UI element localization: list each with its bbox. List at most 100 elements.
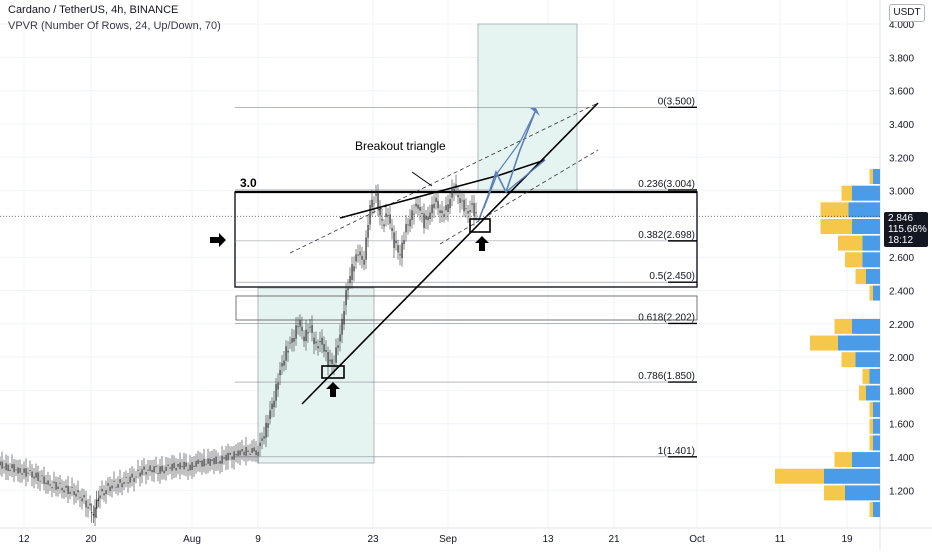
volume-profile-bar-up [873,502,880,518]
candle-body [449,199,451,209]
candle-body [249,453,251,455]
candle-body [51,487,53,489]
projection-path-segment [505,159,546,193]
candle-body [201,460,203,467]
candle-body [75,493,77,497]
candle-body [157,473,159,475]
volume-profile-bar-down [820,202,849,218]
volume-profile-bar-down [775,468,824,484]
volume-profile-bar-up [873,402,880,418]
candle-body [219,460,221,464]
candle-body [287,350,289,353]
volume-profile-bar-down [855,268,866,284]
candle-body [467,211,469,214]
candle-body [247,450,249,453]
time-axis-tick: 13 [542,534,554,545]
candle-body [227,452,229,461]
candle-body [183,461,185,470]
candle-body [281,363,283,367]
candle-body [385,213,387,217]
price-axis-tick: 3.200 [889,153,914,164]
volume-profile-bar-down [834,318,852,334]
ascending-trendline [301,102,599,405]
candle-body [7,464,9,472]
up-arrow-marker [326,382,340,397]
candle-body [445,205,447,211]
candle-body [317,346,319,349]
indicator-legend[interactable]: VPVR (Number Of Rows, 24, Up/Down, 70) [8,20,221,32]
candle-body [373,203,375,205]
price-axis-tick: 3.000 [889,187,914,198]
candle-body [49,484,51,486]
candle-body [423,213,425,229]
candle-body [0,461,1,466]
candle-body [459,198,461,203]
candle-body [209,458,211,466]
candle-body [129,476,131,483]
candle-body [341,318,343,335]
candle-body [325,349,327,352]
volume-profile-bar-down [869,435,873,451]
volume-profile-bar-down [869,169,873,185]
fib-level-label: 1(1.401) [658,446,695,457]
rally-range-box [257,287,375,464]
time-axis-tick: Sep [439,534,457,545]
right-arrow-marker [210,233,226,247]
candle-body [475,212,477,214]
volume-profile-bar-up [873,418,880,434]
candle-body [217,462,219,464]
candle-body [383,224,385,227]
volume-profile-bar-up [862,235,880,251]
price-axis-tick: 1.200 [889,486,914,497]
candle-body [137,469,139,471]
candle-body [191,462,193,471]
currency-unit-label[interactable]: USDT [889,4,925,22]
candle-body [463,199,465,212]
candle-body [289,342,291,344]
candle-body [421,212,423,215]
volume-profile-bar-down [810,335,838,351]
price-axis-tick: 2.200 [889,320,914,331]
candle-body [81,498,83,502]
candle-body [29,470,31,471]
volume-profile-bar-up [848,202,880,218]
candle-body [339,334,341,342]
candle-body [237,450,239,456]
candle-body [239,450,241,456]
candle-body [231,456,233,460]
candle-body [299,320,301,327]
candle-body [295,325,297,339]
volume-profile-bar-down [862,368,870,384]
candle-body [453,188,455,192]
candle-body [111,485,113,489]
candle-body [431,204,433,214]
symbol-title: Cardano / TetherUS, 4h, BINANCE [8,4,179,16]
price-axis-tick: 3.800 [889,53,914,64]
candle-body [311,325,313,333]
level-3-label: 3.0 [240,176,257,190]
candle-body [181,466,183,467]
candle-body [441,210,443,214]
candle-body [367,225,369,238]
candle-body [37,472,39,481]
candle-body [163,470,165,474]
candle-body [375,193,377,196]
price-axis-tick: 3.400 [889,120,914,131]
candle-body [335,347,337,363]
candle-body [251,448,253,453]
candle-body [155,465,157,468]
candle-body [25,468,27,477]
candle-body [55,482,57,490]
projection-arrowhead [530,108,540,116]
candle-body [297,326,299,328]
price-axis-tick: 3.600 [889,87,914,98]
fib-level-label: 0.786(1.850) [638,371,695,382]
candle-body [457,195,459,198]
candle-body [89,503,91,506]
fib-level-label: 0(3.500) [658,96,695,107]
candle-body [345,290,347,306]
support-zone-box [235,295,698,321]
candle-body [151,469,153,473]
